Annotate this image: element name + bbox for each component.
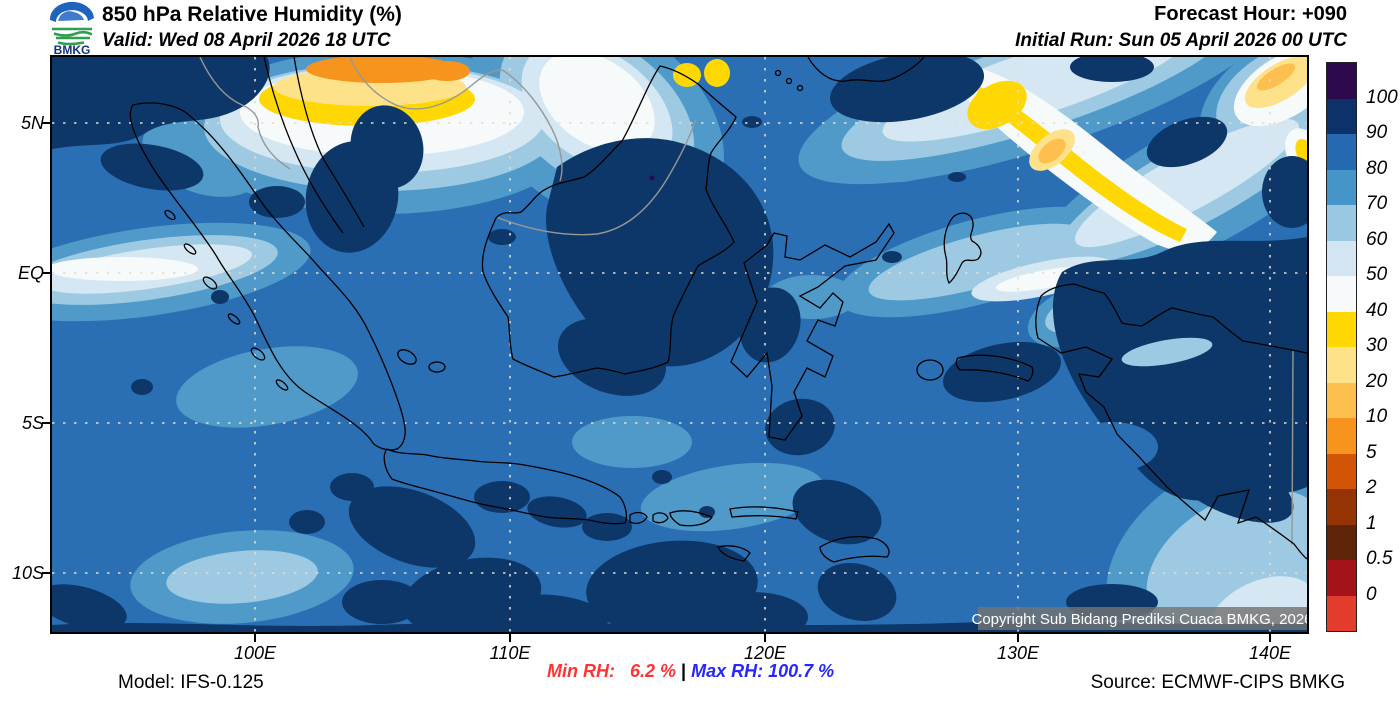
coast-sumbawa [669,510,713,527]
lon-tick-label: 130E [996,643,1040,663]
lon-tick-mark [1269,634,1271,642]
lat-tick-label: 5N [20,113,44,133]
min-max-separator: | [681,661,687,681]
colorbar-segment [1327,418,1356,454]
humidity-map: Copyright Sub Bidang Prediksi Cuaca BMKG… [52,57,1307,632]
coast-bangka [397,349,417,365]
lat-tick-mark [42,572,50,574]
coast-buru [916,359,944,381]
coast-malay-peninsula [263,57,365,234]
bmkg-logo: BMKG [49,2,94,55]
colorbar-tick-label: 10 [1366,406,1388,427]
colorbar-tick-label: 60 [1366,228,1388,250]
colorbar-segment [1327,134,1356,170]
initial-run-label: Initial Run: Sun 05 April 2026 00 UTC [1015,30,1347,51]
colorbar-tick-label: 1 [1366,512,1377,534]
source-label: Source: ECMWF-CIPS BMKG [1090,672,1345,693]
coast-halmahera [943,212,982,285]
rh-band-80-90-inset [1066,422,1158,472]
colorbar-segment [1327,595,1356,631]
colorbar [1326,62,1357,632]
colorbar-segment [1327,560,1356,596]
colorbar-tick-label: 50 [1366,264,1388,285]
colorbar-segment [1327,169,1356,205]
lon-tick-label: 120E [743,643,787,663]
colorbar-segment [1327,63,1356,99]
colorbar-tick-label: 20 [1366,370,1388,392]
colorbar-segment [1327,240,1356,276]
colorbar-segment [1327,489,1356,525]
colorbar-segment [1327,382,1356,418]
colorbar-segment [1327,205,1356,241]
colorbar-tick-label: 0 [1366,583,1377,605]
model-label: Model: IFS-0.125 [118,672,264,693]
colorbar-tick-label: 90 [1366,122,1388,143]
lon-tick-label: 140E [1248,643,1292,663]
colorbar-segment [1327,311,1356,347]
colorbar-segment [1327,98,1356,134]
lon-tick-mark [764,634,766,642]
colorbar-segment [1327,453,1356,489]
min-rh-value: 6.2 % [630,661,677,681]
min-max-rh-line: Min RH: 6.2 % | Max RH: 100.7 % [547,661,834,682]
lon-tick-label: 110E [489,643,531,663]
coast-belitung [428,361,446,373]
coast-bali [629,511,648,524]
colorbar-tick-label: 40 [1366,299,1388,321]
rh-band-5-10 [306,57,470,83]
lon-tick-label: 100E [233,643,277,663]
lat-tick-label: EQ [17,263,44,283]
colorbar-tick-label: 2 [1366,477,1377,498]
coast-papua [1035,283,1307,560]
lon-tick-mark [509,634,511,642]
logo-green-waves [52,27,93,46]
lat-tick-mark [42,122,50,124]
coastlines [129,57,1307,563]
colorbar-segment [1327,347,1356,383]
colorbar-segment [1327,276,1356,312]
lat-tick-label: 5S [21,413,44,433]
colorbar-tick-label: 5 [1366,441,1377,463]
rh-band-60-70-inset [1121,337,1213,367]
min-rh-label: Min RH: 6.2 % [547,661,677,681]
coast-flores [729,506,799,520]
coast-java [383,448,627,525]
coast-mindanao [807,57,925,82]
lat-tick-label: 10S [11,563,44,583]
logo-cloud [58,11,84,21]
colorbar-tick-label: 80 [1366,157,1388,179]
copyright-strip [978,607,1307,630]
graticule-gridlines [52,57,1307,632]
colorbar-segment [1327,524,1356,560]
coast-lombok [652,512,669,524]
max-rh-label: Max RH: 100.7 % [691,661,835,681]
coast-sumba [717,545,751,562]
coast-seram [955,354,1034,382]
country-border-lines [199,57,1294,546]
colorbar-tick-label: 0.5 [1366,548,1393,569]
rh-band-over-100 [649,175,655,181]
lat-tick-mark [42,272,50,274]
valid-time-label: Valid: Wed 08 April 2026 18 UTC [102,30,391,51]
coast-mentawai-chain [164,209,289,391]
logo-cloud-swoosh [49,2,94,22]
coast-sulawesi [730,222,895,441]
coast-timor [819,536,890,563]
coast-borneo [481,65,737,378]
forecast-hour-label: Forecast Hour: +090 [1154,3,1347,25]
page-title: 850 hPa Relative Humidity (%) [102,3,402,26]
colorbar-tick-label: 30 [1366,335,1388,356]
colorbar-tick-label: 70 [1366,193,1388,214]
max-rh-value: 100.7 % [768,661,835,681]
copyright-text: Copyright Sub Bidang Prediksi Cuaca BMKG… [971,611,1307,628]
lon-tick-mark [1017,634,1019,642]
lon-tick-mark [254,634,256,642]
logo-text: BMKG [54,43,91,55]
coast-sumatra [129,102,406,451]
rh-band-10-20 [1038,63,1296,164]
humidity-map-frame: Copyright Sub Bidang Prediksi Cuaca BMKG… [50,55,1309,634]
lat-tick-mark [42,422,50,424]
colorbar-tick-label: 100 [1366,86,1398,108]
